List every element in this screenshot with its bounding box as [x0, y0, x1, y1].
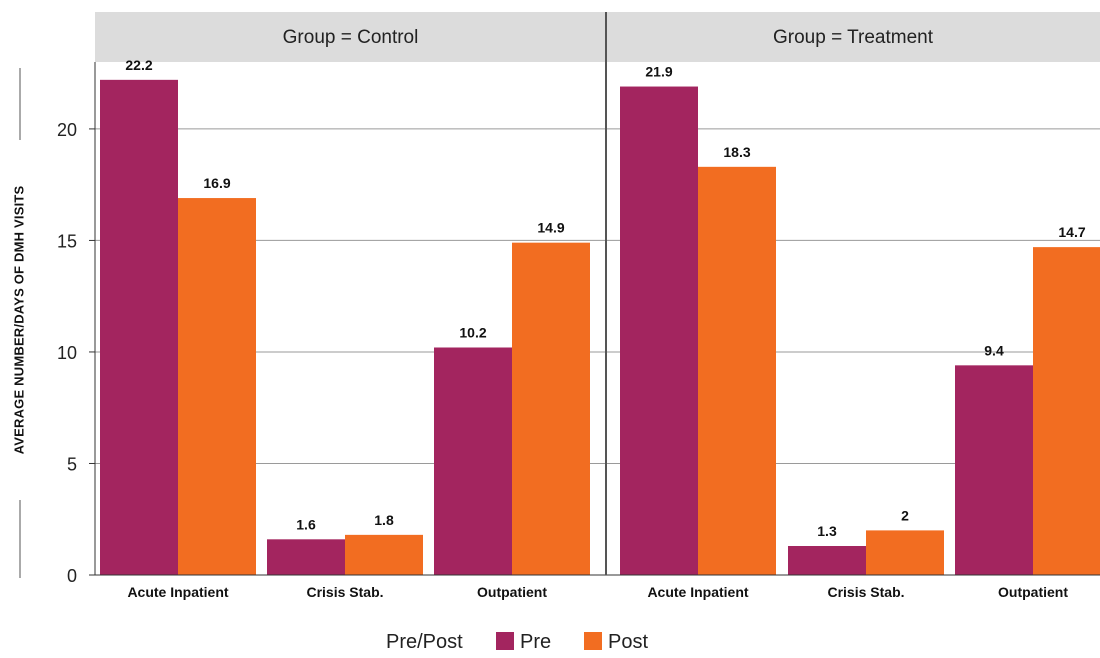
gridlines	[95, 128, 1100, 464]
bars	[100, 79, 1100, 575]
data-label: 14.9	[537, 220, 564, 236]
data-label: 1.3	[817, 523, 837, 539]
axes	[89, 12, 1100, 576]
y-tick-label: 0	[67, 566, 77, 586]
facet-strip-label: Group = Control	[283, 27, 419, 48]
data-label: 14.7	[1058, 224, 1085, 240]
facet-strip-1	[95, 12, 606, 62]
bar-post	[512, 242, 590, 575]
bar-post	[1033, 247, 1100, 575]
y-tick-label: 15	[57, 231, 77, 251]
bar-post	[866, 530, 944, 575]
legend-swatch-pre	[496, 632, 514, 650]
bar-pre	[100, 79, 178, 575]
legend: Pre/Post Pre Post	[386, 631, 648, 653]
legend-label-post: Post	[608, 631, 648, 653]
x-category-label: Outpatient	[998, 584, 1068, 600]
bar-post	[178, 198, 256, 575]
legend-title: Pre/Post	[386, 631, 463, 653]
data-label: 2	[901, 507, 909, 523]
facet-strips: Group = Control Group = Treatment	[95, 12, 1100, 62]
legend-label-pre: Pre	[520, 631, 551, 653]
x-category-label: Crisis Stab.	[306, 584, 383, 600]
bar-post	[698, 166, 776, 575]
y-tick-label: 5	[67, 454, 77, 474]
data-label: 21.9	[645, 64, 672, 80]
data-labels: 22.2 16.9 1.6 1.8 10.2 14.9 21.9 18.3 1.3 2 9.4 14.…	[125, 57, 1085, 539]
data-label: 22.2	[125, 57, 152, 73]
x-category-label: Outpatient	[477, 584, 547, 600]
facet-strip-label: Group = Treatment	[773, 27, 934, 48]
data-label: 1.8	[374, 512, 394, 528]
y-tick-label: 20	[57, 120, 77, 140]
data-label: 16.9	[203, 175, 230, 191]
bar-pre	[955, 365, 1033, 575]
bar-pre	[620, 86, 698, 575]
data-label: 1.6	[296, 516, 316, 532]
category-labels: Acute Inpatient Crisis Stab. Outpatient Acu…	[127, 584, 1068, 600]
y-tick-labels: 0 5 10 15 20	[57, 120, 77, 586]
bar-pre	[788, 546, 866, 575]
legend-swatch-post	[584, 632, 602, 650]
data-label: 18.3	[723, 144, 750, 160]
data-label: 9.4	[984, 342, 1004, 358]
facet-strip-2	[606, 12, 1100, 62]
x-category-label: Acute Inpatient	[127, 584, 228, 600]
y-axis-label: AVERAGE NUMBER/DAYS OF DMH VISITS	[11, 185, 26, 454]
data-label: 10.2	[459, 324, 486, 340]
bar-post	[345, 534, 423, 575]
x-category-label: Crisis Stab.	[827, 584, 904, 600]
y-tick-label: 10	[57, 343, 77, 363]
y-axis-label-group: AVERAGE NUMBER/DAYS OF DMH VISITS	[11, 68, 26, 578]
bar-pre	[434, 347, 512, 575]
x-category-label: Acute Inpatient	[647, 584, 748, 600]
bar-pre	[267, 539, 345, 575]
